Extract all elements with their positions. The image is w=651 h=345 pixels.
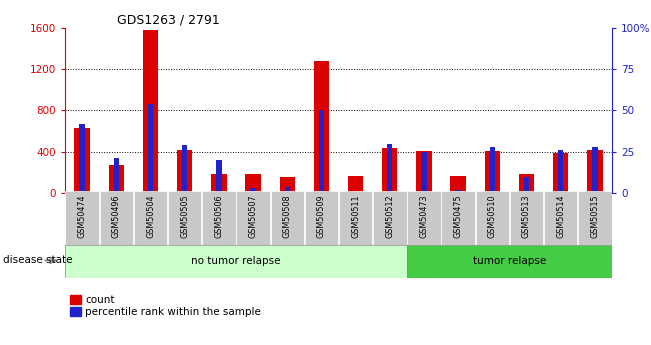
Bar (456, 190, 461, 193)
Bar (251, 188, 256, 193)
Text: tumor relapse: tumor relapse (473, 256, 546, 266)
Legend: count, percentile rank within the sample: count, percentile rank within the sample (70, 295, 261, 317)
FancyBboxPatch shape (578, 191, 611, 245)
Bar (592, 147, 598, 193)
Text: GSM50473: GSM50473 (419, 194, 428, 238)
FancyBboxPatch shape (407, 245, 612, 278)
Bar (216, 160, 221, 193)
Bar (553, 153, 568, 193)
Bar (387, 144, 393, 193)
Text: GSM50511: GSM50511 (351, 194, 360, 238)
Bar (382, 148, 398, 193)
Bar (353, 191, 358, 193)
Bar (348, 176, 363, 193)
Bar (416, 151, 432, 193)
FancyBboxPatch shape (168, 191, 201, 245)
Bar (79, 124, 85, 193)
Text: disease state: disease state (3, 256, 73, 265)
FancyBboxPatch shape (202, 191, 236, 245)
Bar (245, 174, 261, 193)
Bar (284, 187, 290, 193)
FancyBboxPatch shape (66, 191, 99, 245)
Text: GSM50505: GSM50505 (180, 194, 189, 238)
Bar (450, 176, 466, 193)
FancyBboxPatch shape (100, 191, 133, 245)
Bar (524, 177, 529, 193)
Bar (558, 150, 563, 193)
Text: GSM50512: GSM50512 (385, 194, 395, 238)
FancyBboxPatch shape (408, 191, 441, 245)
FancyBboxPatch shape (134, 191, 167, 245)
Bar (484, 151, 500, 193)
FancyBboxPatch shape (441, 191, 475, 245)
Text: GSM50496: GSM50496 (112, 194, 121, 238)
Bar (109, 165, 124, 193)
FancyBboxPatch shape (373, 191, 406, 245)
Text: GDS1263 / 2791: GDS1263 / 2791 (117, 14, 220, 27)
Text: GSM50508: GSM50508 (283, 194, 292, 238)
Text: GSM50510: GSM50510 (488, 194, 497, 238)
Bar (211, 174, 227, 193)
Text: GSM50514: GSM50514 (556, 194, 565, 238)
FancyBboxPatch shape (65, 245, 407, 278)
FancyBboxPatch shape (544, 191, 577, 245)
Bar (143, 30, 158, 193)
Bar (182, 145, 187, 193)
Bar (114, 158, 119, 193)
Text: GSM50513: GSM50513 (522, 194, 531, 238)
Text: GSM50507: GSM50507 (249, 194, 258, 238)
Text: GSM50504: GSM50504 (146, 194, 155, 238)
FancyBboxPatch shape (339, 191, 372, 245)
Text: GSM50506: GSM50506 (214, 194, 223, 238)
Bar (490, 147, 495, 193)
Bar (74, 128, 90, 193)
Text: no tumor relapse: no tumor relapse (191, 256, 281, 266)
FancyBboxPatch shape (305, 191, 338, 245)
Text: GSM50475: GSM50475 (454, 194, 463, 238)
Text: GSM50515: GSM50515 (590, 194, 600, 238)
FancyBboxPatch shape (510, 191, 543, 245)
Text: GSM50474: GSM50474 (77, 194, 87, 238)
Bar (148, 104, 153, 193)
FancyBboxPatch shape (476, 191, 509, 245)
FancyBboxPatch shape (236, 191, 270, 245)
Bar (314, 61, 329, 193)
FancyBboxPatch shape (271, 191, 304, 245)
Bar (587, 150, 603, 193)
Bar (279, 177, 295, 193)
Bar (421, 152, 426, 193)
Bar (319, 110, 324, 193)
Text: GSM50509: GSM50509 (317, 194, 326, 238)
Bar (177, 150, 193, 193)
Bar (519, 174, 534, 193)
